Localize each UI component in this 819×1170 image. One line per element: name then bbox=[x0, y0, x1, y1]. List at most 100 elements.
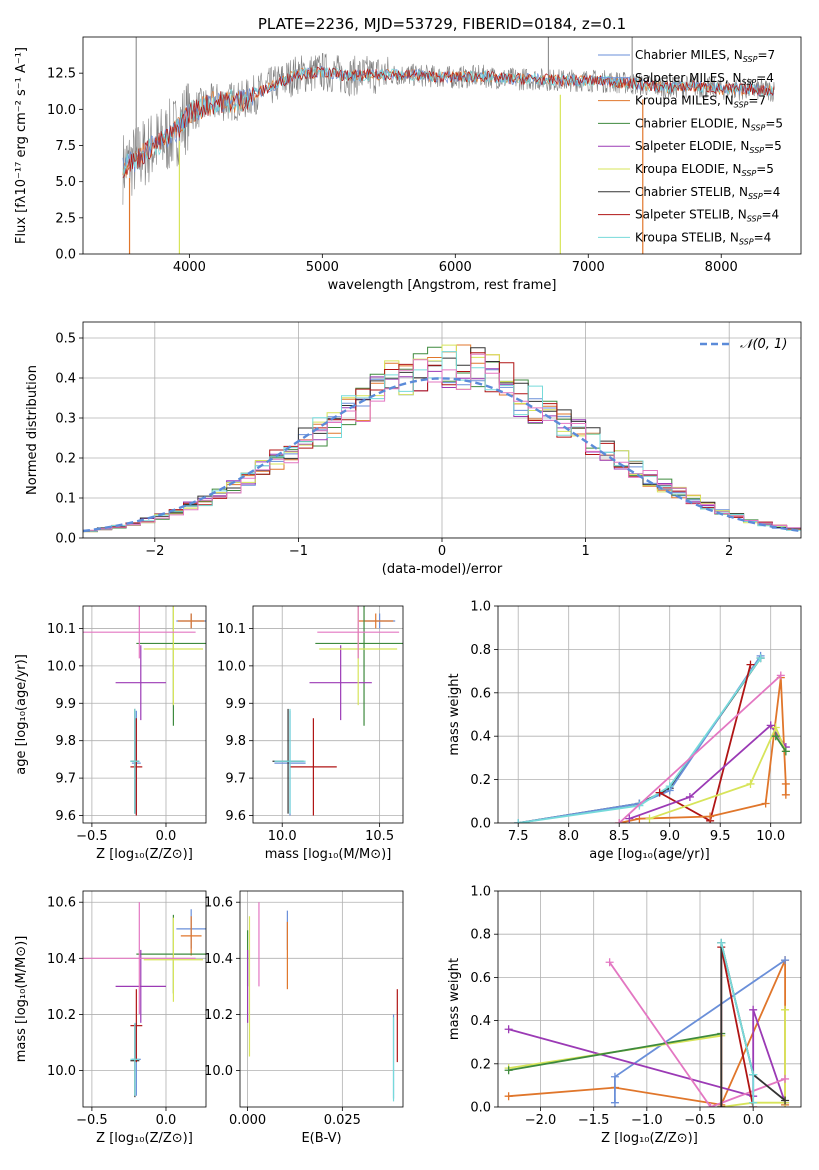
y-tick-label: 10.0 bbox=[217, 659, 246, 674]
x-axis-label: age [log₁₀(age/yr)] bbox=[589, 847, 710, 862]
x-axis-label: Z [log₁₀(Z/Z⊙)] bbox=[96, 847, 193, 862]
weight-marker bbox=[625, 814, 634, 823]
y-tick-label: 10.4 bbox=[47, 952, 76, 967]
x-tick-label: −2 bbox=[145, 544, 164, 559]
errorbar-point bbox=[143, 917, 204, 1002]
weight-marker bbox=[665, 782, 674, 791]
legend-entry: Salpeter MILES, NSSP=4 bbox=[635, 71, 774, 87]
legend-entry: Salpeter ELODIE, NSSP=5 bbox=[635, 139, 782, 155]
weight-marker bbox=[746, 779, 755, 788]
legend-subscript: SSP bbox=[751, 123, 766, 132]
y-tick-label: 0.1 bbox=[55, 492, 76, 507]
weight-marker bbox=[771, 723, 780, 732]
y-tick-label: 9.7 bbox=[55, 772, 76, 787]
y-tick-label: 12.5 bbox=[47, 67, 76, 82]
y-tick-label: 2.5 bbox=[55, 211, 76, 226]
weight-series-line bbox=[508, 1032, 722, 1072]
y-tick-label: 0.3 bbox=[55, 412, 76, 427]
y-tick-label: 10.1 bbox=[47, 622, 76, 637]
axes-frame bbox=[252, 605, 404, 824]
plot-area bbox=[83, 606, 206, 823]
legend-entry: Chabrier STELIB, NSSP=4 bbox=[635, 185, 780, 201]
weight-marker bbox=[771, 732, 780, 741]
x-tick-label: −0.5 bbox=[684, 1113, 716, 1128]
weight-marker bbox=[746, 660, 755, 669]
panel-age-vs-mass: 10.0 10.5 9.6 9.7 9.8 9.9 10.0 10.1 mass [log₁₀(… bbox=[217, 605, 404, 862]
weight-series-line bbox=[518, 657, 762, 823]
axes-frame bbox=[82, 36, 802, 255]
y-axis-label: mass [log₁₀(M/M⊙)] bbox=[14, 936, 29, 1063]
y-tick-label: 0.2 bbox=[55, 452, 76, 467]
y-tick-label: 10.0 bbox=[47, 103, 76, 118]
weight-series-line bbox=[618, 674, 782, 823]
legend-text: Kroupa MILES, N bbox=[635, 94, 734, 108]
weight-marker bbox=[504, 1025, 513, 1034]
legend-suffix: =4 bbox=[763, 185, 781, 199]
y-tick-label: 10.1 bbox=[217, 622, 246, 637]
legend-text: Chabrier STELIB, N bbox=[635, 185, 748, 199]
x-tick-label: 7000 bbox=[572, 260, 605, 275]
model-spectrum-line bbox=[122, 65, 775, 173]
weight-marker bbox=[645, 814, 654, 823]
legend-subscript: SSP bbox=[743, 55, 758, 64]
y-tick-label: 0.4 bbox=[470, 1014, 491, 1029]
x-tick-label: −1.0 bbox=[631, 1113, 663, 1128]
errorbar-point bbox=[180, 916, 202, 956]
y-tick-label: 10.4 bbox=[204, 952, 233, 967]
plot-area bbox=[240, 891, 403, 1107]
weight-marker bbox=[610, 1072, 619, 1081]
y-tick-label: 9.6 bbox=[55, 809, 76, 824]
legend-text: Salpeter ELODIE, N bbox=[635, 139, 749, 153]
weight-marker bbox=[756, 654, 765, 663]
legend-entry: Chabrier MILES, NSSP=7 bbox=[635, 48, 775, 64]
y-axis-label: Flux [fλ10⁻¹⁷ erg cm⁻² s⁻¹ A⁻¹] bbox=[14, 47, 29, 244]
legend-subscript: SSP bbox=[747, 215, 762, 224]
legend-suffix: =5 bbox=[765, 116, 783, 130]
x-axis-label: mass [log₁₀(M/M⊙)] bbox=[265, 847, 392, 862]
x-axis-label: Z [log₁₀(Z/Z⊙)] bbox=[96, 1131, 193, 1146]
weight-marker bbox=[615, 819, 624, 823]
y-tick-label: 10.6 bbox=[204, 896, 233, 911]
legend-text: Chabrier MILES, N bbox=[635, 48, 743, 62]
panel-weight-vs-Z: −2.0 −1.5 −1.0 −0.5 0.0 0.0 0.2 0.4 0.6 0.8 1.0 Z [… bbox=[447, 885, 802, 1146]
y-tick-label: 10.2 bbox=[204, 1008, 233, 1023]
weight-marker bbox=[504, 1066, 513, 1075]
errorbar-point bbox=[143, 606, 204, 706]
y-axis-label: mass weight bbox=[447, 673, 462, 755]
x-axis-label: E(B-V) bbox=[301, 1131, 341, 1146]
weight-series-line bbox=[608, 961, 786, 1107]
y-tick-label: 0.2 bbox=[470, 773, 491, 788]
x-tick-label: 1 bbox=[581, 544, 589, 559]
x-tick-label: 6000 bbox=[439, 260, 472, 275]
axes-frame bbox=[82, 890, 207, 1108]
weight-marker bbox=[717, 938, 726, 947]
y-axis-label: Normed distribution bbox=[25, 365, 40, 495]
errorbar-point bbox=[290, 718, 337, 816]
weight-marker bbox=[749, 1005, 758, 1014]
x-tick-label: 2 bbox=[725, 544, 733, 559]
legend-subscript: SSP bbox=[734, 101, 749, 110]
x-axis-label: (data-model)/error bbox=[382, 562, 503, 577]
plot-area bbox=[498, 606, 801, 823]
y-tick-label: 9.8 bbox=[55, 734, 76, 749]
x-tick-label: 9.5 bbox=[710, 829, 731, 844]
weight-series-line bbox=[775, 735, 787, 752]
x-tick-label: 0 bbox=[438, 544, 446, 559]
legend-subscript: SSP bbox=[739, 237, 754, 246]
legend-suffix: =7 bbox=[748, 94, 766, 108]
weight-marker bbox=[717, 1103, 726, 1107]
axes-frame bbox=[497, 890, 802, 1108]
panel-mass-vs-EBV: 0.000 0.025 10.0 10.2 10.4 10.6 E(B-V) bbox=[204, 890, 404, 1146]
legend-suffix: =4 bbox=[761, 208, 779, 222]
legend-text: Chabrier ELODIE, N bbox=[635, 116, 751, 130]
x-tick-label: 5000 bbox=[306, 260, 339, 275]
axes-frame bbox=[497, 605, 802, 824]
errorbar-point bbox=[309, 645, 372, 721]
x-tick-label: 8.5 bbox=[609, 829, 630, 844]
axes-frame bbox=[239, 890, 404, 1108]
legend-text: Kroupa STELIB, N bbox=[635, 230, 739, 244]
y-tick-label: 0.0 bbox=[55, 532, 76, 547]
weight-series-line bbox=[508, 1009, 786, 1103]
y-tick-label: 9.9 bbox=[55, 697, 76, 712]
